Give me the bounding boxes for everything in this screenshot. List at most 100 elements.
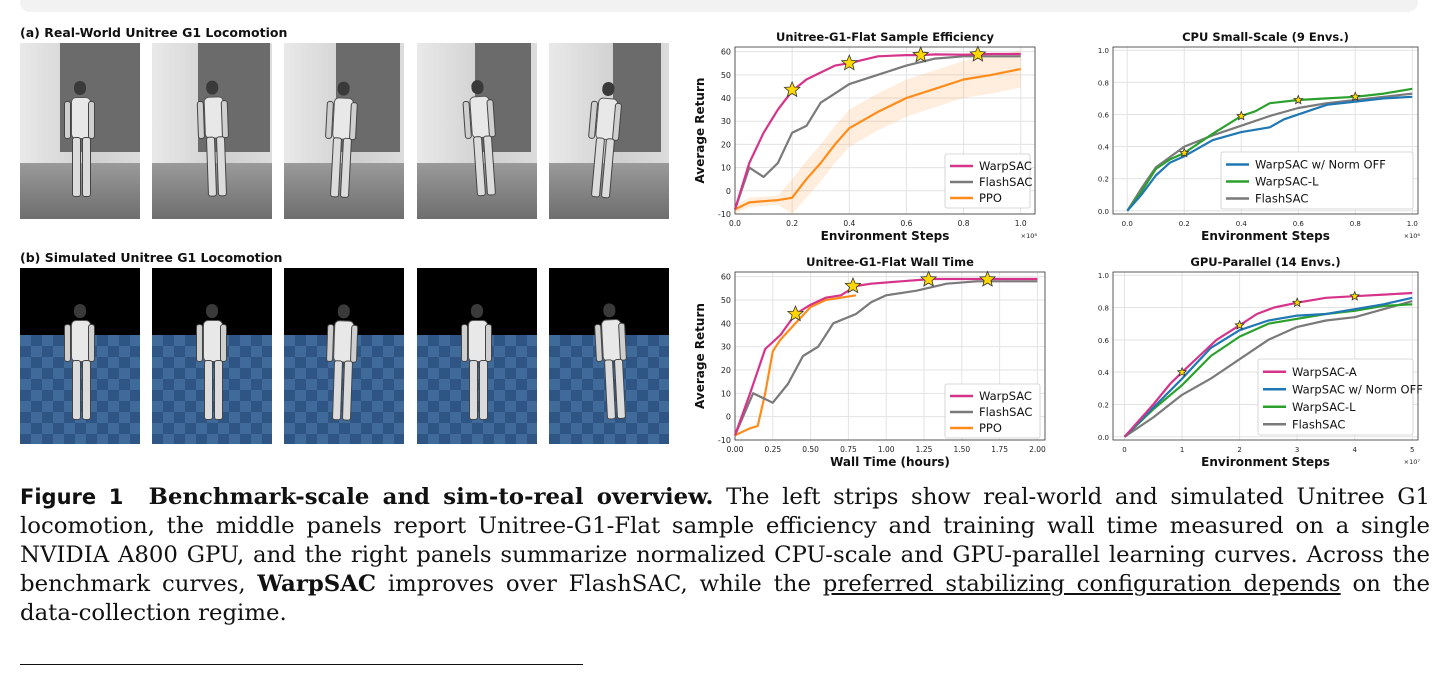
x-tick-label: 0.6: [1293, 220, 1305, 228]
legend-entry-warpsac-w-norm-off: WarpSAC w/ Norm OFF: [1292, 382, 1423, 396]
x-tick-label: 0.0: [1122, 220, 1133, 228]
star-marker: [920, 270, 938, 287]
caption-title: Benchmark-scale and sim-to-real overview…: [148, 484, 714, 510]
y-tick-label: 0.8: [1098, 79, 1109, 87]
y-tick-label: 50: [721, 71, 731, 80]
real-world-strip-label: (a) Real-World Unitree G1 Locomotion: [20, 25, 288, 40]
simulated-strip-label: (b) Simulated Unitree G1 Locomotion: [20, 250, 283, 265]
ppo-line: [734, 294, 857, 437]
y-tick-label: 40: [721, 319, 731, 328]
y-tick-label: 0.6: [1098, 337, 1110, 345]
chart-title: CPU Small-Scale (9 Envs.): [1182, 30, 1349, 44]
y-tick-label: 1.0: [1098, 272, 1109, 280]
warpsac-l-line: [1123, 303, 1413, 438]
y-tick-label: 20: [721, 140, 731, 149]
y-tick-label: 0.2: [1098, 176, 1109, 184]
x-tick-label: 2: [1237, 446, 1241, 454]
legend-entry-flashsac: FlashSAC: [1255, 192, 1308, 206]
x-tick-label: 0.4: [1236, 220, 1248, 228]
x-axis-multiplier: ×10⁸: [1021, 232, 1038, 240]
y-tick-label: -10: [718, 210, 731, 219]
caption-text-2: improves over FlashSAC, while the: [387, 571, 811, 597]
x-tick-label: 1.0: [1407, 220, 1418, 228]
legend-entry-warpsac-w-norm-off: WarpSAC w/ Norm OFF: [1255, 158, 1386, 172]
legend-box: [1257, 358, 1414, 436]
x-tick-label: 2.00: [1029, 445, 1046, 454]
star-marker: [840, 54, 858, 71]
caption-text-1: The left strips show real-world and simu…: [20, 484, 1430, 597]
cpu-small-scale-chart: 0.0 0.2 0.4 0.6 0.8 1.0 0.0 0.2 0.4 0.6 0.8 1.0 CPU …: [1098, 30, 1421, 243]
star-marker: [1234, 319, 1245, 330]
sample-efficiency-chart: -10 0 10 20 30 40 50 60 0.0 0.2 0.4 0.6 0.8 1.0 Unitre…: [693, 30, 1038, 243]
x-tick-label: 0.4: [843, 219, 855, 228]
y-tick-label: 30: [721, 117, 731, 126]
x-axis-label: Wall Time (hours): [830, 455, 950, 469]
y-tick-label: 0.4: [1098, 144, 1110, 152]
x-tick-label: 0.6: [900, 219, 912, 228]
x-tick-label: 1.50: [953, 445, 970, 454]
y-tick-label: 0.4: [1098, 369, 1110, 377]
x-tick-label: 0.25: [764, 445, 781, 454]
x-tick-label: 1.0: [1015, 219, 1027, 228]
x-tick-label: 0.75: [840, 445, 857, 454]
star-marker: [1236, 110, 1247, 121]
y-tick-label: 30: [721, 343, 731, 352]
y-tick-label: 60: [721, 48, 731, 57]
x-tick-label: 0.00: [727, 445, 744, 454]
y-tick-label: 0.0: [1098, 434, 1109, 442]
chart-title: Unitree-G1-Flat Sample Efficiency: [776, 30, 995, 44]
caption-method: WarpSAC: [257, 571, 377, 597]
y-tick-label: 10: [721, 389, 731, 398]
warpsac-w-norm-off-line: [1123, 296, 1413, 438]
warpsac-w-norm-off-line: [1126, 95, 1413, 212]
y-tick-label: 0: [726, 187, 731, 196]
legend-entry-warpsac: WarpSAC: [979, 159, 1032, 173]
figure-label: Figure 1: [20, 485, 124, 509]
star-marker: [786, 304, 805, 322]
x-tick-label: 1.25: [916, 445, 933, 454]
legend-entry-warpsac-a: WarpSAC-A: [1292, 365, 1357, 379]
star-marker: [1350, 91, 1361, 102]
legend-entry-ppo: PPO: [979, 191, 1002, 205]
x-tick-label: 5: [1410, 446, 1414, 454]
x-tick-label: 1: [1180, 446, 1184, 454]
warpsac-a-line: [1123, 291, 1413, 438]
simulation-frame: [549, 268, 669, 444]
x-tick-label: 4: [1352, 446, 1357, 454]
legend-box: [944, 383, 1041, 439]
ppo-line: [734, 67, 1021, 211]
simulation-frame: [417, 268, 537, 444]
y-tick-label: 50: [721, 296, 731, 305]
star-marker: [783, 80, 801, 98]
real-world-photo: [549, 43, 669, 219]
x-tick-label: 0: [1122, 446, 1126, 454]
y-tick-label: 60: [721, 273, 731, 282]
x-tick-label: 3: [1295, 446, 1299, 454]
star-marker: [1176, 366, 1188, 377]
x-tick-label: 0.50: [802, 445, 819, 454]
legend-box: [944, 153, 1031, 209]
y-axis-label: Average Return: [693, 78, 707, 184]
plot-frame: [1112, 271, 1419, 441]
star-marker: [1179, 147, 1190, 158]
y-tick-label: 0.2: [1098, 401, 1109, 409]
simulation-frame: [152, 268, 272, 444]
x-tick-label: 0.8: [1350, 220, 1361, 228]
ppo-band: [735, 50, 1021, 215]
gpu-parallel-chart: 0.0 0.2 0.4 0.6 0.8 1.0 0 1 2 3 4 5 GPU-Parallel (14…: [1098, 255, 1423, 469]
real-world-photo: [20, 43, 140, 219]
legend-entry-warpsac: WarpSAC: [979, 389, 1032, 403]
caption-text-3: on the data-collection regime.: [20, 571, 1431, 626]
wall-time-chart: -10 0 10 20 30 40 50 60 0.00 0.25 0.50 0.75 1.00 1.25…: [693, 255, 1046, 469]
footnote-rule: [20, 664, 583, 665]
real-world-photo: [284, 43, 404, 219]
x-tick-label: 1.75: [991, 445, 1008, 454]
y-tick-label: 0.8: [1098, 305, 1109, 313]
legend-entry-warpsac-l: WarpSAC-L: [1292, 400, 1356, 414]
legend-entry-flashsac: FlashSAC: [979, 175, 1032, 189]
chart-title: Unitree-G1-Flat Wall Time: [806, 255, 974, 269]
x-axis-label: Environment Steps: [1201, 455, 1330, 469]
star-marker: [844, 276, 862, 294]
star-marker: [978, 270, 997, 287]
x-tick-label: 0.8: [958, 219, 970, 228]
